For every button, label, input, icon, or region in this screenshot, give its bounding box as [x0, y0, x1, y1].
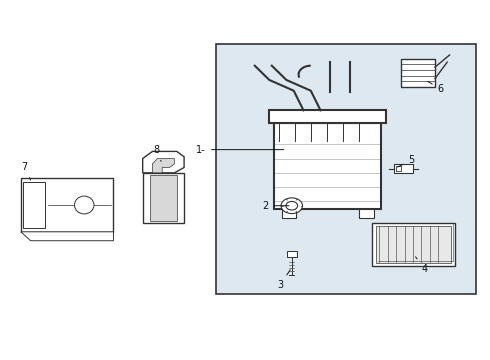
Circle shape: [286, 202, 297, 210]
Bar: [372, 223, 455, 266]
Bar: [270, 111, 386, 123]
Bar: [401, 59, 435, 87]
Bar: [150, 175, 177, 221]
Polygon shape: [143, 152, 184, 173]
Bar: [21, 178, 114, 232]
Bar: [216, 44, 476, 294]
Bar: [274, 123, 381, 208]
Polygon shape: [21, 232, 114, 241]
Bar: [393, 164, 413, 173]
Bar: [360, 208, 374, 217]
Bar: [282, 208, 296, 217]
Polygon shape: [152, 158, 174, 173]
Circle shape: [281, 198, 302, 213]
Bar: [143, 173, 184, 223]
Bar: [396, 166, 401, 171]
Bar: [287, 251, 296, 257]
Text: 2: 2: [262, 201, 289, 211]
Bar: [375, 226, 451, 263]
Text: 7: 7: [21, 162, 30, 180]
Ellipse shape: [74, 196, 94, 214]
Text: 5: 5: [397, 156, 415, 167]
Text: 4: 4: [416, 257, 427, 274]
Text: 3: 3: [277, 270, 290, 290]
Text: 8: 8: [153, 145, 161, 161]
Text: 6: 6: [428, 81, 443, 94]
Text: 1-: 1-: [196, 145, 284, 155]
Bar: [24, 182, 45, 228]
